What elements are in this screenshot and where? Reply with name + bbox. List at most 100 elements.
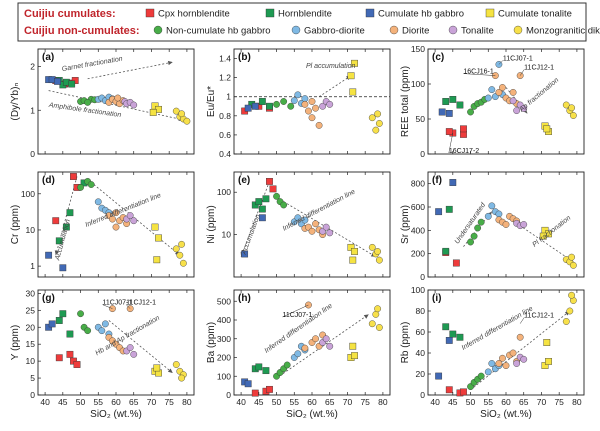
x-tick-label: 65 xyxy=(325,397,335,407)
point-chg xyxy=(48,320,56,328)
point-chg xyxy=(244,104,252,112)
x-tick-label: 40 xyxy=(236,397,246,407)
point-hbl xyxy=(55,317,63,324)
point-ton xyxy=(513,107,521,115)
point-nchg xyxy=(273,192,280,200)
point-mgd xyxy=(172,361,180,368)
point-ton xyxy=(520,105,528,112)
x-tick-label: 50 xyxy=(272,397,282,407)
point-dio xyxy=(516,333,524,341)
point-mgd xyxy=(178,374,185,382)
y-tick-label: 100 xyxy=(411,285,425,295)
sample-leader xyxy=(282,304,309,318)
y-tick-label: 100 xyxy=(217,371,231,381)
y-axis-label: (Dy/Yb)ₙ xyxy=(10,83,21,121)
point-chg xyxy=(59,264,67,272)
sample-leader xyxy=(498,60,504,65)
point-dio xyxy=(114,94,122,102)
panel-frame xyxy=(233,171,391,278)
y-tick-label: 10 xyxy=(222,230,232,240)
panels: 012(Dy/Yb)ₙ(a) Garnet fractionationAmphib… xyxy=(10,44,585,420)
point-gd xyxy=(290,97,298,104)
point-ct xyxy=(347,72,355,80)
y-tick-label: 0 xyxy=(30,149,35,159)
point-chg xyxy=(244,380,252,388)
point-hbl xyxy=(59,310,67,318)
point-nchg xyxy=(287,102,295,110)
point-hbl xyxy=(442,98,450,105)
point-dio xyxy=(305,107,312,115)
point-cpx xyxy=(266,178,273,185)
trend-arrow xyxy=(276,314,369,379)
point-mgd xyxy=(375,324,383,331)
point-ton xyxy=(130,350,138,358)
sample-label: 11CJ12-1 xyxy=(126,300,156,307)
point-ton xyxy=(513,360,521,367)
legend-marker-mgd xyxy=(513,25,523,35)
point-cpx xyxy=(66,350,74,358)
x-tick-label: 70 xyxy=(147,397,157,407)
point-dio xyxy=(301,100,309,108)
y-tick-label: 0.4 xyxy=(219,149,231,159)
sample-leader xyxy=(463,73,496,76)
point-ct xyxy=(539,232,547,240)
point-ct xyxy=(543,125,551,133)
point-ct xyxy=(149,109,157,116)
point-hbl xyxy=(255,363,263,371)
point-hbl xyxy=(258,205,266,213)
point-nchg xyxy=(84,327,92,335)
legend-marker-gd xyxy=(291,25,301,35)
y-tick-label: 10 xyxy=(26,225,36,235)
y-tick-label: 60 xyxy=(416,327,426,337)
point-chg xyxy=(445,337,453,344)
legend-label-hbl: Hornblendite xyxy=(278,9,332,20)
x-tick-label: 50 xyxy=(466,397,476,407)
point-hbl xyxy=(55,237,63,245)
arrow-head xyxy=(167,60,173,66)
trend-arrow xyxy=(240,181,270,257)
y-axis-label: Y (ppm) xyxy=(10,325,21,360)
point-cpx xyxy=(55,354,63,362)
sample-label: 11CJ07-1 xyxy=(282,312,312,319)
point-hbl xyxy=(258,98,266,105)
point-nchg xyxy=(84,98,92,106)
point-dio xyxy=(495,89,503,96)
point-dio xyxy=(109,215,116,223)
point-hbl xyxy=(456,101,464,109)
point-nchg xyxy=(477,218,485,226)
x-tick-label: 60 xyxy=(501,397,511,407)
point-mgd xyxy=(374,305,381,313)
panel-letter: (d) xyxy=(42,175,55,186)
x-tick-label: 55 xyxy=(484,397,494,407)
trend-arrow xyxy=(108,320,173,374)
panel-letter: (i) xyxy=(432,293,441,304)
point-mgd xyxy=(375,120,383,127)
x-tick-label: 60 xyxy=(307,397,317,407)
point-mgd xyxy=(568,291,575,299)
point-nchg xyxy=(467,108,474,116)
y-axis-label: Sr (ppm) xyxy=(400,205,411,244)
y-tick-label: 500 xyxy=(217,296,231,306)
y-tick-label: 0 xyxy=(226,390,231,400)
sample-label: 11CJ07-1 xyxy=(503,55,533,62)
point-dio xyxy=(112,209,120,217)
y-tick-label: 100 xyxy=(21,189,35,199)
y-tick-label: 400 xyxy=(217,315,231,325)
point-nchg xyxy=(474,224,482,232)
sample-label: 11CJ12-1 xyxy=(524,313,554,320)
point-chg xyxy=(435,372,443,380)
point-ct xyxy=(349,342,357,350)
point-gd xyxy=(294,91,302,99)
legend-label-gd: Gabbro-diorite xyxy=(304,26,365,37)
point-mgd xyxy=(374,248,381,255)
panel-a: 012(Dy/Yb)ₙ(a) Garnet fractionationAmphib… xyxy=(10,48,195,159)
legend-marker-ct xyxy=(485,8,495,18)
y-axis-label: Rb (ppm) xyxy=(400,322,411,364)
point-chg xyxy=(438,108,446,116)
y-tick-label: 20 xyxy=(26,322,36,332)
point-cpx xyxy=(73,361,81,368)
point-ton xyxy=(130,217,138,225)
